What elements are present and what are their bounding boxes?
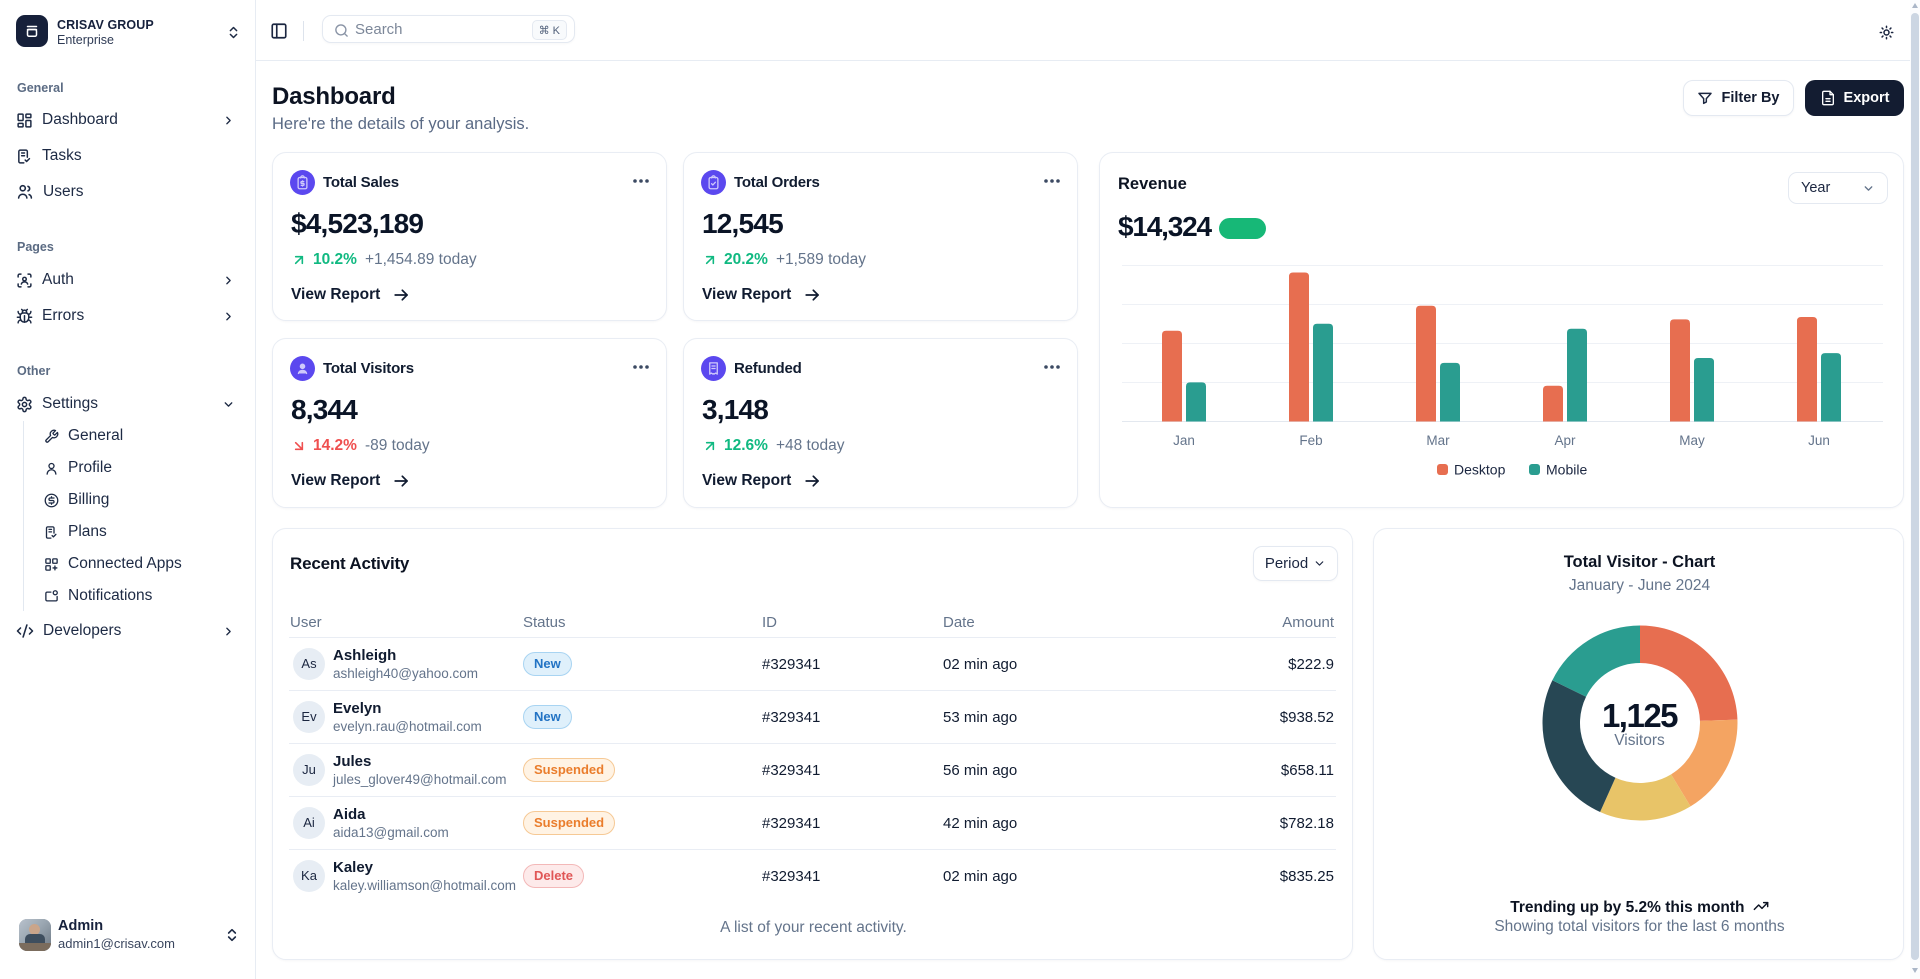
svg-text:Mar: Mar xyxy=(1426,433,1450,448)
svg-text:Feb: Feb xyxy=(1299,433,1322,448)
svg-text:May: May xyxy=(1679,433,1705,448)
svg-text:Mobile: Mobile xyxy=(1546,462,1587,478)
svg-text:Desktop: Desktop xyxy=(1454,462,1506,478)
svg-text:Apr: Apr xyxy=(1554,433,1576,448)
svg-text:Jun: Jun xyxy=(1808,433,1830,448)
svg-text:Jan: Jan xyxy=(1173,433,1195,448)
